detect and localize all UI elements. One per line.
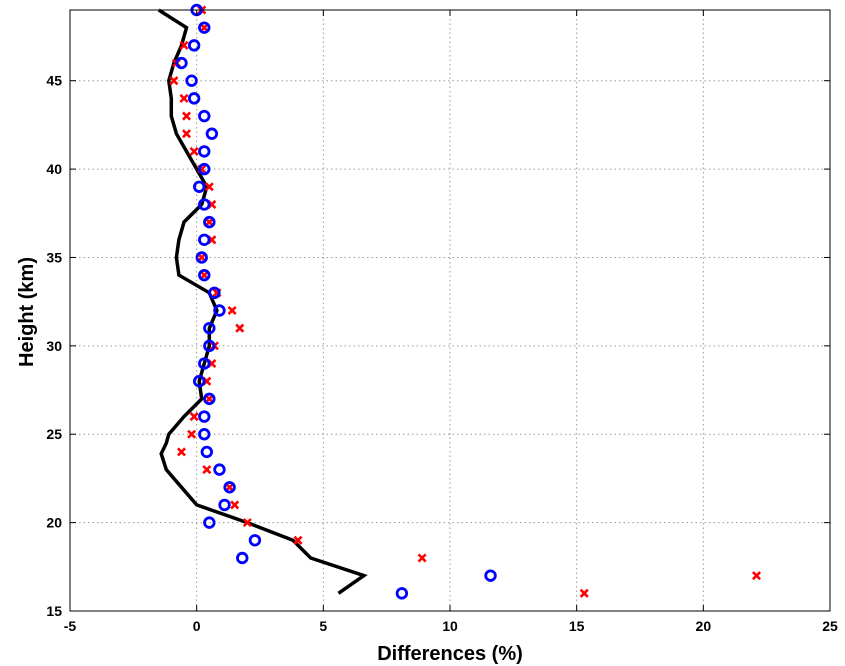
series-line bbox=[157, 8, 368, 595]
x-marker-point bbox=[187, 429, 197, 439]
x-marker-point bbox=[179, 40, 189, 50]
x-marker-point bbox=[179, 93, 189, 103]
circle-marker-point bbox=[187, 39, 201, 52]
x-marker-point bbox=[182, 129, 192, 139]
circle-marker-point bbox=[203, 215, 216, 229]
x-marker-point bbox=[199, 270, 209, 280]
x-marker-point bbox=[182, 111, 192, 121]
circle-marker-point bbox=[198, 162, 211, 176]
y-axis-title: Height (km) bbox=[16, 257, 38, 367]
y-tick-label: 45 bbox=[46, 73, 62, 89]
x-marker-point bbox=[202, 465, 212, 475]
circle-marker-point bbox=[213, 463, 226, 476]
circle-marker-point bbox=[198, 145, 211, 158]
x-marker-point bbox=[204, 182, 214, 192]
circle-marker-point bbox=[205, 127, 219, 140]
circle-marker-point bbox=[198, 410, 211, 423]
ticks: -5 0 5 10 15 20 25 15 20 25 30 35 40 45 bbox=[46, 10, 838, 634]
circle-marker-point bbox=[187, 92, 201, 105]
y-tick-label: 20 bbox=[46, 515, 62, 531]
circle-marker-point bbox=[200, 445, 214, 459]
circle-marker-point bbox=[203, 339, 216, 353]
x-marker-point bbox=[197, 252, 207, 262]
x-marker-point bbox=[189, 146, 199, 156]
circle-marker-point bbox=[213, 304, 226, 317]
circle-marker-point bbox=[198, 198, 211, 211]
circle-marker-point bbox=[198, 109, 211, 123]
circle-marker-point bbox=[195, 251, 208, 264]
circle-marker-point bbox=[208, 286, 221, 300]
x-marker-point bbox=[227, 305, 237, 316]
circle-marker-point bbox=[218, 498, 231, 512]
y-tick-label: 30 bbox=[46, 338, 62, 354]
x-marker-point bbox=[169, 76, 179, 86]
circle-marker-point bbox=[198, 268, 211, 282]
x-marker-point bbox=[225, 482, 235, 492]
y-tick-label: 25 bbox=[46, 426, 62, 442]
circle-marker-point bbox=[203, 321, 216, 335]
circle-marker-point bbox=[192, 375, 206, 388]
x-tick-label: 5 bbox=[319, 618, 327, 634]
x-axis-title: Differences (%) bbox=[377, 643, 523, 665]
x-tick-label: 20 bbox=[696, 618, 712, 634]
circle-marker-point bbox=[198, 233, 211, 246]
circle-marker-point bbox=[185, 74, 198, 87]
circle-marker-point bbox=[395, 587, 409, 600]
x-marker-point bbox=[417, 553, 427, 563]
circle-marker-point bbox=[203, 392, 216, 406]
x-marker-point bbox=[204, 394, 214, 404]
circle-marker-point bbox=[198, 357, 211, 370]
x-marker-point bbox=[579, 588, 589, 598]
x-tick-label: 10 bbox=[442, 618, 458, 634]
y-tick-label: 40 bbox=[46, 161, 62, 177]
x-tick-label: 15 bbox=[569, 618, 585, 634]
x-marker-point bbox=[752, 571, 762, 581]
x-marker-point bbox=[242, 518, 252, 528]
x-marker-point bbox=[235, 323, 245, 333]
x-marker-point bbox=[293, 535, 303, 545]
circle-marker-point bbox=[192, 180, 206, 193]
y-tick-label: 15 bbox=[46, 603, 62, 619]
circle-marker-point bbox=[175, 56, 188, 70]
circle-marker-point bbox=[248, 534, 262, 547]
circle-marker-point bbox=[236, 551, 249, 565]
circle-marker-point bbox=[198, 428, 211, 441]
x-tick-label: 25 bbox=[822, 618, 838, 634]
x-marker-point bbox=[189, 412, 199, 422]
circle-marker-point bbox=[198, 21, 211, 34]
circle-marker-point bbox=[484, 569, 497, 582]
y-tick-label: 35 bbox=[46, 249, 62, 265]
x-tick-label: -5 bbox=[64, 618, 77, 634]
x-marker-point bbox=[230, 500, 240, 510]
circle-marker-point bbox=[203, 516, 216, 529]
x-marker-point bbox=[199, 23, 209, 33]
x-marker-point bbox=[176, 447, 186, 457]
x-tick-label: 0 bbox=[193, 618, 201, 634]
x-marker-point bbox=[204, 217, 214, 227]
circle-marker-point bbox=[223, 481, 236, 494]
